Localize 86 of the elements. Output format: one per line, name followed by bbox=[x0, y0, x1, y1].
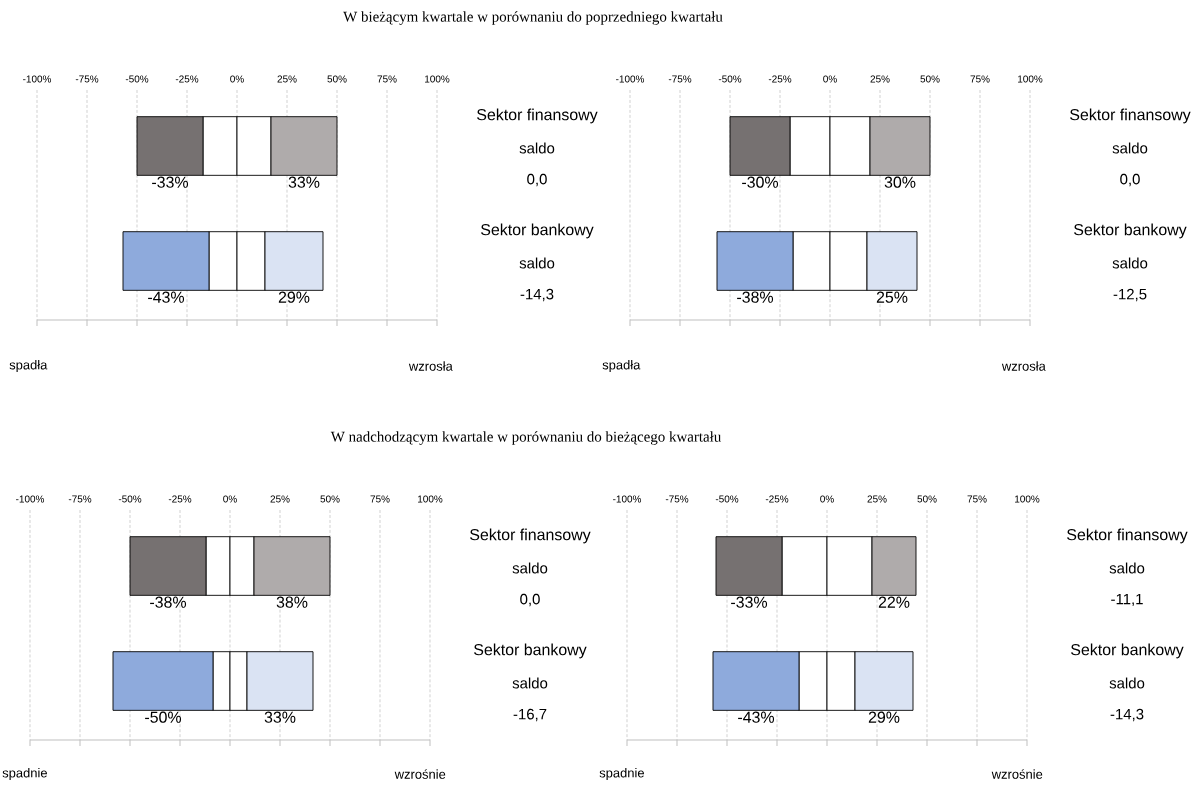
text: spadnie bbox=[599, 767, 644, 781]
x-tick-label: 25% bbox=[867, 495, 887, 503]
y-tick-label: Sektor bankowy bbox=[481, 223, 594, 239]
data-label: -33% bbox=[731, 596, 768, 608]
x-tick-label: 0% bbox=[223, 495, 237, 503]
y-tick-label: Sektor finansowy bbox=[1070, 108, 1191, 124]
data-label: 33% bbox=[264, 711, 296, 723]
text: -12,5 bbox=[1113, 288, 1147, 302]
text: spadła bbox=[9, 359, 48, 373]
data-label: -38% bbox=[737, 291, 774, 303]
x-tick-label: -50% bbox=[125, 75, 149, 83]
x-tick-label: -25% bbox=[175, 75, 199, 83]
x-tick-label: 50% bbox=[917, 495, 937, 503]
x-tick-label: -75% bbox=[668, 75, 692, 83]
text: -11,1 bbox=[1111, 593, 1143, 607]
y-tick-label: Sektor bankowy bbox=[474, 643, 587, 659]
text: wzrosła bbox=[1001, 361, 1046, 371]
x-tick-label: -50% bbox=[715, 495, 739, 503]
data-label: 25% bbox=[876, 291, 908, 303]
data-label: 29% bbox=[868, 711, 900, 723]
text: W bieżącym kwartale w porównaniu do poprzedniego kwartału bbox=[343, 11, 723, 25]
text: saldo bbox=[519, 257, 555, 269]
data-label: 33% bbox=[288, 176, 320, 188]
x-tick-label: 75% bbox=[967, 495, 987, 503]
text: saldo bbox=[1112, 142, 1148, 154]
x-tick-label: 100% bbox=[418, 495, 443, 503]
data-label: -38% bbox=[150, 596, 187, 608]
x-tick-label: 75% bbox=[970, 75, 990, 83]
y-tick-label: Sektor bankowy bbox=[1071, 643, 1184, 659]
text: -14,3 bbox=[1110, 708, 1144, 722]
text: saldo bbox=[512, 562, 548, 574]
x-tick-label: -50% bbox=[118, 495, 142, 503]
text: -16,7 bbox=[513, 708, 547, 722]
x-tick-label: -75% bbox=[665, 495, 689, 503]
x-tick-label: -75% bbox=[75, 75, 99, 83]
y-tick-label: Sektor finansowy bbox=[477, 108, 598, 124]
data-label: 22% bbox=[878, 596, 910, 608]
x-tick-label: -100% bbox=[613, 495, 642, 503]
x-tick-label: 25% bbox=[277, 75, 297, 83]
text: wzrośnie bbox=[991, 769, 1043, 779]
text: -14,3 bbox=[520, 288, 554, 302]
x-tick-label: 75% bbox=[377, 75, 397, 83]
data-label: 38% bbox=[276, 596, 308, 608]
x-tick-label: -50% bbox=[718, 75, 742, 83]
data-label: -50% bbox=[145, 711, 182, 723]
data-label: -43% bbox=[148, 291, 185, 303]
x-tick-label: 50% bbox=[327, 75, 347, 83]
y-tick-label: Sektor bankowy bbox=[1074, 223, 1187, 239]
data-label: -43% bbox=[738, 711, 775, 723]
text: saldo bbox=[512, 677, 548, 689]
text: W nadchodzącym kwartale w porównaniu do bieżącego kwartału bbox=[330, 431, 722, 445]
text: 0,0 bbox=[520, 593, 540, 607]
x-tick-label: 100% bbox=[1018, 75, 1043, 83]
data-label: 29% bbox=[278, 291, 310, 303]
x-tick-label: 50% bbox=[320, 495, 340, 503]
x-tick-label: 100% bbox=[425, 75, 450, 83]
text: spadnie bbox=[2, 767, 47, 781]
text: spadła bbox=[602, 359, 641, 373]
text: saldo bbox=[1109, 677, 1145, 689]
x-tick-label: -25% bbox=[768, 75, 792, 83]
x-tick-label: 100% bbox=[1015, 495, 1040, 503]
x-tick-label: -25% bbox=[765, 495, 789, 503]
text: 0,0 bbox=[1120, 173, 1140, 187]
text: 0,0 bbox=[527, 173, 547, 187]
x-tick-label: 0% bbox=[820, 495, 834, 503]
x-tick-label: 25% bbox=[870, 75, 890, 83]
x-tick-label: -100% bbox=[16, 495, 45, 503]
data-label: -30% bbox=[742, 176, 779, 188]
x-tick-label: 50% bbox=[920, 75, 940, 83]
x-tick-label: 75% bbox=[370, 495, 390, 503]
x-tick-label: -100% bbox=[616, 75, 645, 83]
text: wzrosła bbox=[408, 361, 453, 371]
x-tick-label: 0% bbox=[230, 75, 244, 83]
data-label: -33% bbox=[152, 176, 189, 188]
x-tick-label: 25% bbox=[270, 495, 290, 503]
text: saldo bbox=[519, 142, 555, 154]
x-tick-label: 0% bbox=[823, 75, 837, 83]
data-label: 30% bbox=[884, 176, 916, 188]
text: saldo bbox=[1112, 257, 1148, 269]
text: wzrośnie bbox=[394, 769, 446, 779]
x-tick-label: -100% bbox=[23, 75, 52, 83]
y-tick-label: Sektor finansowy bbox=[470, 528, 591, 544]
y-tick-label: Sektor finansowy bbox=[1067, 528, 1188, 544]
text: saldo bbox=[1109, 562, 1145, 574]
x-tick-label: -25% bbox=[168, 495, 192, 503]
x-tick-label: -75% bbox=[68, 495, 92, 503]
